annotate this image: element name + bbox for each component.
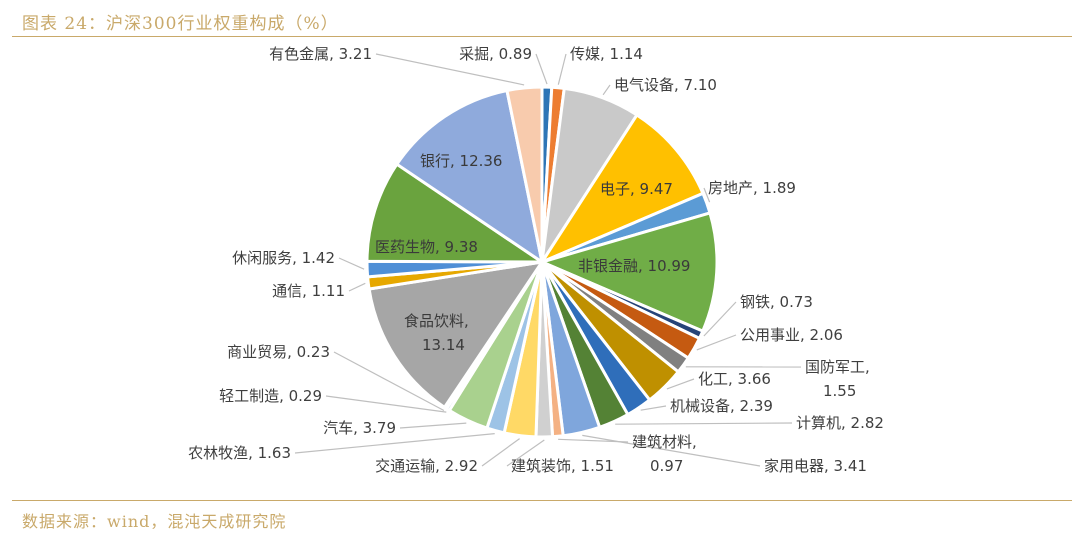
slice-label-20: 食品饮料, 13.14 [404,312,469,354]
slice-label-4: 房地产, 1.89 [708,179,796,197]
top-rule [12,36,1072,37]
slice-label-9: 化工, 3.66 [698,370,771,388]
slice-label-5: 非银金融, 10.99 [578,257,690,275]
leader-line-4 [703,187,711,203]
leader-line-18 [325,395,447,413]
pie-slice-24 [394,88,545,266]
slice-label-16: 农林牧渔, 1.63 [188,444,291,462]
leader-line-17 [399,422,467,429]
leader-line-15 [481,438,520,467]
leader-line-25 [375,53,525,86]
slice-label-10: 机械设备, 2.39 [670,397,773,415]
leader-line-13 [558,438,629,443]
slice-label-0: 采掘, 0.89 [459,45,532,63]
leader-line-14 [506,439,545,467]
bottom-rule [12,500,1072,501]
slice-label-23: 医药生物, 9.38 [375,238,478,256]
slice-label-18: 轻工制造, 0.29 [219,387,322,405]
pie-slice-23 [365,162,547,264]
slice-label-21: 通信, 1.11 [272,282,345,300]
slice-label-7: 公用事业, 2.06 [740,326,843,344]
slice-label-17: 汽车, 3.79 [323,419,396,437]
leader-line-12 [582,434,761,467]
leader-line-21 [348,282,366,292]
leader-line-16 [294,433,495,454]
pie-slice-3 [538,112,705,266]
leader-line-2 [602,84,611,96]
slice-label-8: 国防军工, 1.55 [805,358,870,400]
slice-label-14: 建筑装饰, 1.51 [511,457,614,475]
leader-line-9 [666,378,695,390]
slice-label-24: 银行, 12.36 [420,152,502,170]
slice-label-19: 商业贸易, 0.23 [227,343,330,361]
source-note: 数据来源：wind，混沌天成研究院 [22,512,287,531]
pie-slice-25 [505,85,544,263]
leader-line-22 [338,257,365,270]
leader-line-10 [640,405,667,411]
slice-label-22: 休闲服务, 1.42 [232,249,335,267]
slice-label-3: 电子, 9.47 [600,180,673,198]
leader-line-6 [703,301,737,337]
slice-label-12: 家用电器, 3.41 [764,457,867,475]
slice-label-15: 交通运输, 2.92 [375,457,478,475]
slice-label-25: 有色金属, 3.21 [269,45,372,63]
leader-line-11 [615,422,793,425]
slice-label-6: 钢铁, 0.73 [740,293,813,311]
pie-slice-20 [367,259,546,410]
slice-label-13: 建筑材料, 0.97 [632,433,697,475]
leader-line-0 [535,53,548,85]
slice-label-11: 计算机, 2.82 [796,414,884,432]
slice-label-2: 电气设备, 7.10 [614,76,717,94]
leader-line-19 [333,351,445,412]
chart-title: 图表 24：沪深300行业权重构成（%） [22,14,339,34]
slice-label-1: 传媒, 1.14 [570,45,643,63]
leader-line-1 [557,53,567,85]
pie-slice-5 [537,211,719,334]
leader-line-7 [696,334,737,351]
